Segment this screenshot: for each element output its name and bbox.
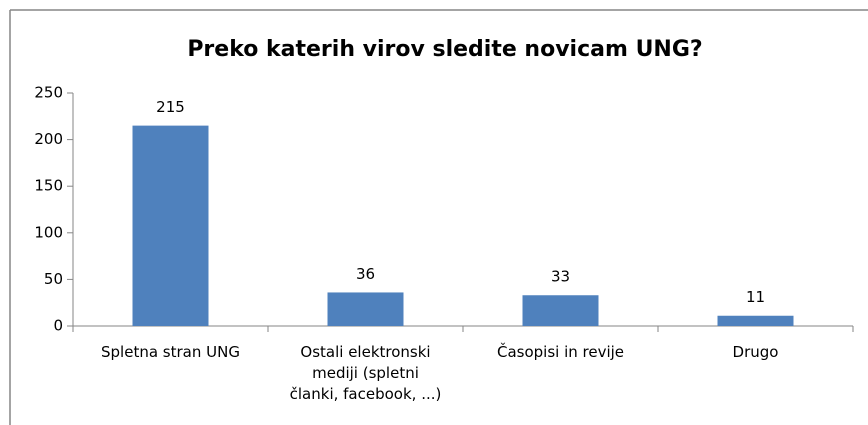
y-tick-label: 50 bbox=[44, 270, 63, 288]
x-tick-label: Spletna stran UNG bbox=[101, 343, 240, 361]
bar bbox=[522, 295, 599, 326]
data-label: 11 bbox=[746, 288, 765, 306]
data-label: 33 bbox=[551, 268, 570, 286]
data-label: 36 bbox=[356, 265, 375, 283]
chart-title: Preko katerih virov sledite novicam UNG? bbox=[187, 37, 702, 62]
x-tick-label: Drugo bbox=[732, 343, 779, 361]
y-tick-label: 250 bbox=[34, 84, 63, 102]
y-tick-label: 0 bbox=[53, 317, 63, 335]
y-tick-label: 100 bbox=[34, 223, 63, 241]
y-tick-label: 150 bbox=[34, 177, 63, 195]
bar bbox=[132, 125, 209, 327]
x-tick-label: Ostali elektronski mediji (spletni člank… bbox=[289, 343, 442, 403]
x-tick-label: Časopisi in revije bbox=[496, 343, 625, 361]
bar bbox=[327, 292, 404, 326]
y-tick-label: 200 bbox=[34, 130, 63, 148]
bar bbox=[717, 315, 794, 326]
data-label: 215 bbox=[156, 98, 185, 116]
